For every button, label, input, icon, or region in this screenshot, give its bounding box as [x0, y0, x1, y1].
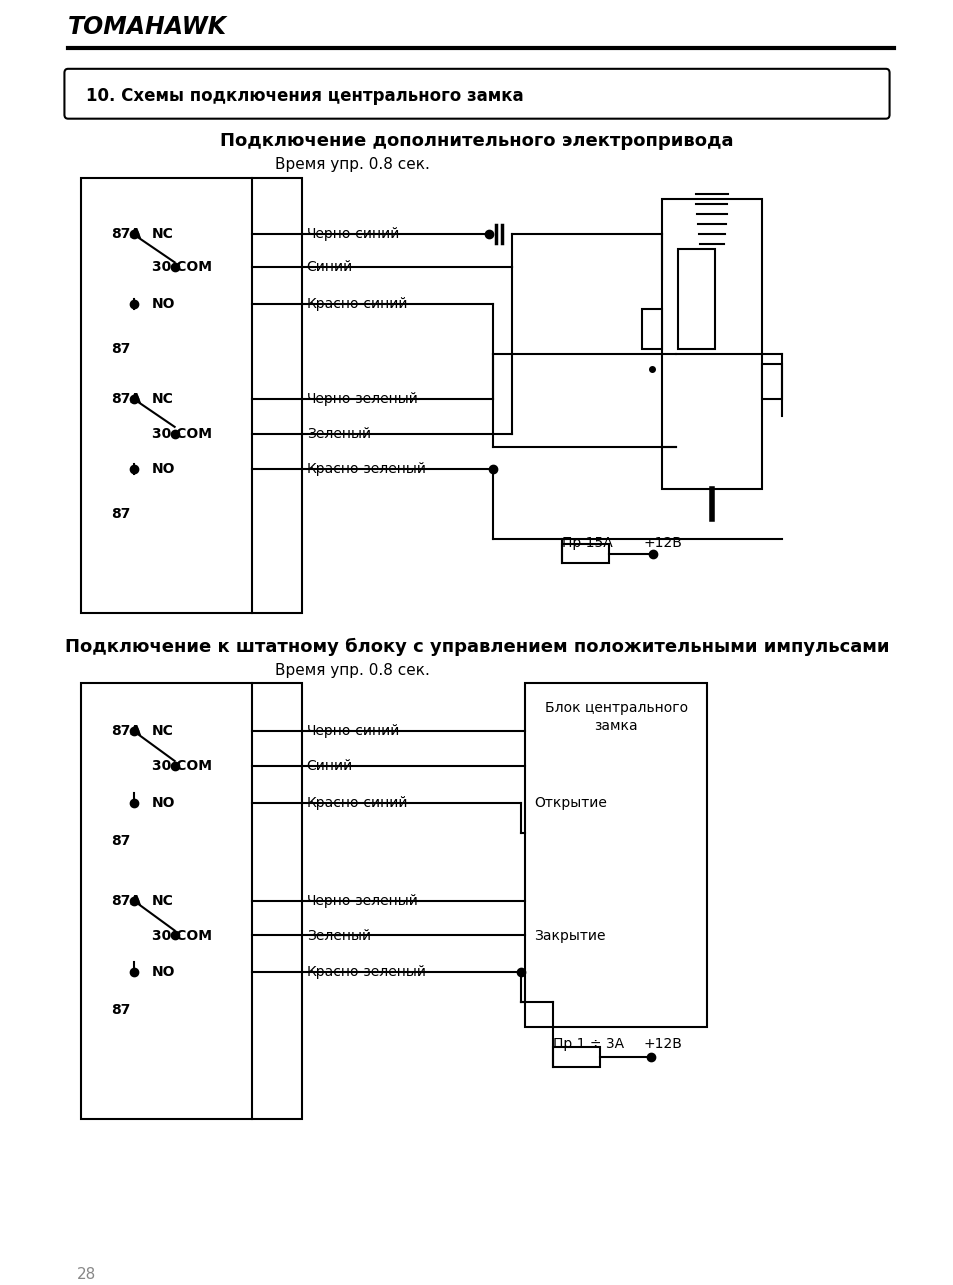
Text: Зеленый: Зеленый: [306, 427, 371, 441]
Text: TOMAHAWK: TOMAHAWK: [68, 15, 227, 39]
Text: 30 COM: 30 COM: [152, 759, 212, 774]
Text: NO: NO: [152, 795, 175, 810]
Text: NC: NC: [152, 392, 173, 406]
Text: 87A: 87A: [111, 392, 141, 406]
Text: Синий: Синий: [306, 261, 353, 274]
Text: Пр 15А: Пр 15А: [561, 536, 612, 550]
Text: 87A: 87A: [111, 723, 141, 738]
Bar: [761, 364, 781, 398]
Text: NC: NC: [152, 723, 173, 738]
Text: 87A: 87A: [111, 893, 141, 907]
Text: Черно-синий: Черно-синий: [306, 227, 399, 242]
Bar: [81, 177, 302, 613]
Text: Красно-синий: Красно-синий: [306, 297, 408, 311]
Text: Черно-зеленый: Черно-зеленый: [306, 392, 418, 406]
Text: Закрытие: Закрытие: [534, 929, 605, 942]
Text: 87: 87: [111, 834, 131, 848]
Text: NO: NO: [152, 461, 175, 475]
Text: +12В: +12В: [643, 536, 681, 550]
Text: NC: NC: [152, 893, 173, 907]
Bar: [678, 249, 714, 350]
Bar: [81, 684, 302, 1119]
Bar: [641, 310, 661, 350]
Text: Подключение к штатному блоку с управлением положительными импульсами: Подключение к штатному блоку с управлени…: [65, 639, 888, 657]
Text: 30 COM: 30 COM: [152, 261, 212, 274]
Text: NO: NO: [152, 965, 175, 979]
Text: 87: 87: [111, 506, 131, 520]
Text: Черно-зеленый: Черно-зеленый: [306, 893, 418, 907]
Text: замка: замка: [594, 720, 638, 732]
Text: Красно-зеленый: Красно-зеленый: [306, 965, 426, 979]
Text: Зеленый: Зеленый: [306, 929, 371, 942]
Text: 87: 87: [111, 1004, 131, 1018]
Text: Открытие: Открытие: [534, 795, 607, 810]
Text: 87A: 87A: [111, 227, 141, 242]
Text: Время упр. 0.8 сек.: Время упр. 0.8 сек.: [274, 663, 429, 678]
Text: 87: 87: [111, 342, 131, 356]
Text: +12В: +12В: [643, 1037, 681, 1051]
Text: 28: 28: [77, 1267, 96, 1281]
Text: Время упр. 0.8 сек.: Время упр. 0.8 сек.: [274, 157, 429, 172]
Text: NO: NO: [152, 297, 175, 311]
Text: 10. Схемы подключения центрального замка: 10. Схемы подключения центрального замка: [86, 87, 523, 105]
Text: 30 COM: 30 COM: [152, 427, 212, 441]
Text: Красно-синий: Красно-синий: [306, 795, 408, 810]
Text: Синий: Синий: [306, 759, 353, 774]
Bar: [525, 684, 707, 1027]
Text: Подключение дополнительного электропривода: Подключение дополнительного электроприво…: [220, 131, 733, 149]
Text: Пр 1 ÷ 3А: Пр 1 ÷ 3А: [552, 1037, 623, 1051]
Bar: [552, 1047, 599, 1067]
Text: NC: NC: [152, 227, 173, 242]
Text: Блок центрального: Блок центрального: [544, 702, 687, 716]
FancyBboxPatch shape: [65, 69, 888, 118]
Bar: [661, 199, 761, 488]
Text: Черно-синий: Черно-синий: [306, 723, 399, 738]
Text: 30 COM: 30 COM: [152, 929, 212, 942]
Bar: [561, 544, 608, 564]
Text: Красно-зеленый: Красно-зеленый: [306, 461, 426, 475]
